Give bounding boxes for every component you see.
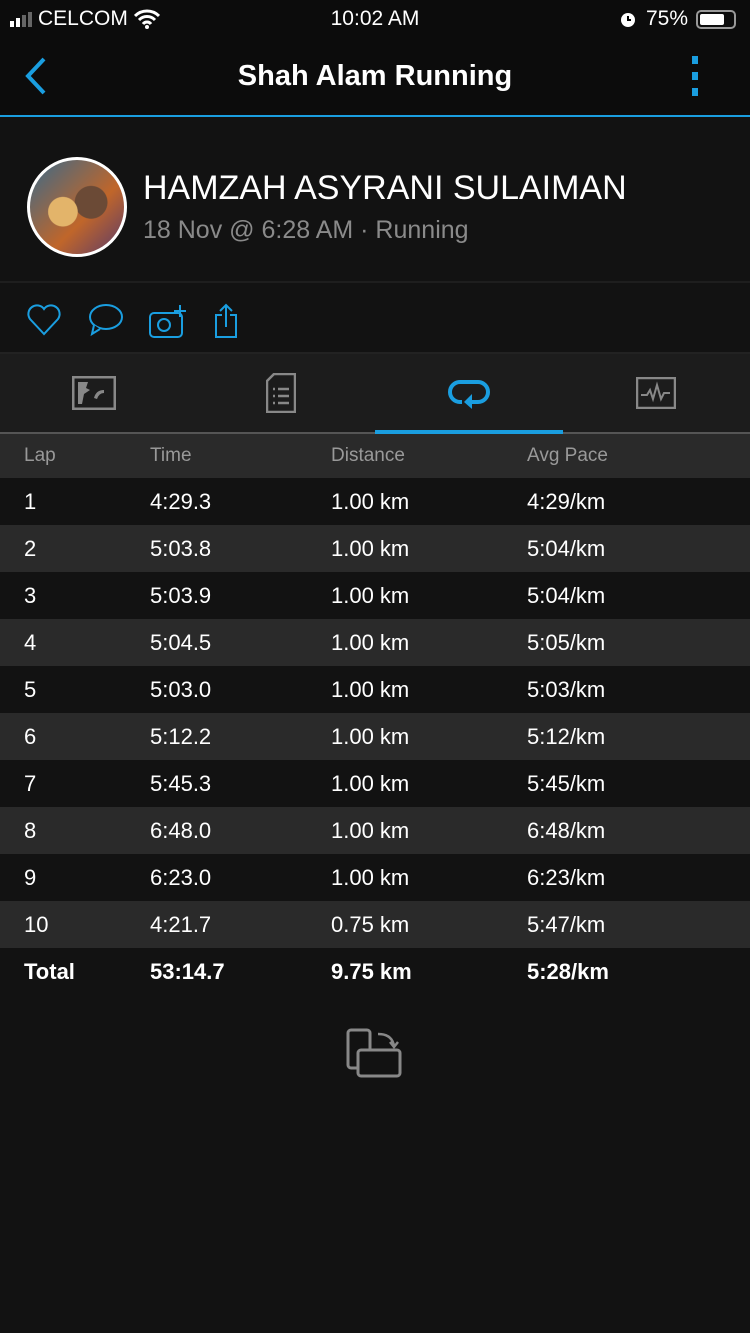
activity-header: HAMZAH ASYRANI SULAIMAN 18 Nov @ 6:28 AM… (0, 117, 750, 283)
wifi-icon (133, 9, 160, 29)
cell-avg-pace: 5:04/km (527, 525, 750, 572)
table-row[interactable]: 3 5:03.9 1.00 km 5:04/km (0, 572, 750, 619)
cell-distance: 1.00 km (331, 713, 527, 760)
cell-lap: 3 (24, 582, 37, 608)
nav-bar: Shah Alam Running (0, 38, 750, 117)
more-options-icon[interactable] (692, 56, 698, 96)
cell-time: 6:23.0 (150, 864, 212, 890)
tab-map[interactable] (0, 354, 188, 432)
status-bar: CELCOM 10:02 AM 75% (0, 0, 750, 38)
user-name[interactable]: HAMZAH ASYRANI SULAIMAN (143, 169, 627, 207)
details-icon (266, 373, 297, 413)
total-lap: Total (24, 958, 75, 984)
battery-percent: 75% (645, 7, 688, 30)
cell-distance: 0.75 km (331, 901, 527, 948)
cell-distance: 1.00 km (331, 619, 527, 666)
rotate-screen-icon[interactable] (346, 1028, 404, 1080)
cell-avg-pace: 6:23/km (527, 864, 606, 890)
map-icon (71, 376, 116, 410)
total-time: 53:14.7 (150, 958, 225, 984)
laps-table: Lap Time Distance Avg Pace 1 4:29.3 1.00 k… (0, 434, 750, 995)
comment-icon[interactable] (86, 303, 124, 337)
table-row[interactable]: 2 5:03.8 1.00 km 5:04/km (0, 525, 750, 572)
total-row: Total 53:14.7 9.75 km 5:28/km (0, 948, 750, 995)
cell-lap: 7 (24, 770, 37, 796)
avatar[interactable] (27, 157, 127, 257)
cell-time: 5:03.8 (150, 525, 331, 572)
cell-distance: 1.00 km (331, 864, 410, 890)
cell-distance: 1.00 km (331, 582, 410, 608)
battery-icon (696, 9, 736, 29)
add-photo-icon[interactable] (148, 303, 188, 339)
table-row[interactable]: 10 4:21.7 0.75 km 5:47/km (0, 901, 750, 948)
cell-time: 5:03.0 (150, 676, 212, 702)
cell-lap: 8 (0, 807, 150, 854)
cell-lap: 1 (24, 488, 37, 514)
table-row[interactable]: 8 6:48.0 1.00 km 6:48/km (0, 807, 750, 854)
col-avg-pace: Avg Pace (527, 434, 750, 478)
charts-icon (636, 377, 677, 409)
cell-distance: 1.00 km (331, 676, 410, 702)
cell-lap: 5 (24, 676, 37, 702)
cell-lap: 9 (24, 864, 37, 890)
cell-time: 5:03.9 (150, 582, 212, 608)
cell-avg-pace: 5:04/km (527, 582, 606, 608)
cell-lap: 10 (0, 901, 150, 948)
cell-distance: 1.00 km (331, 525, 527, 572)
tab-charts[interactable] (563, 354, 750, 432)
back-button[interactable] (20, 56, 50, 96)
page-title: Shah Alam Running (237, 60, 513, 92)
carrier: CELCOM (38, 7, 128, 30)
cell-avg-pace: 6:48/km (527, 807, 750, 854)
cell-avg-pace: 5:05/km (527, 619, 750, 666)
col-time: Time (150, 434, 331, 478)
alarm-icon (620, 13, 635, 27)
signal-icon (10, 11, 32, 27)
cell-avg-pace: 5:12/km (527, 713, 750, 760)
table-row[interactable]: 5 5:03.0 1.00 km 5:03/km (0, 666, 750, 713)
laps-icon (447, 380, 490, 409)
activity-subtitle: 18 Nov @ 6:28 AM · Running (143, 216, 469, 244)
total-distance: 9.75 km (331, 958, 412, 984)
cell-time: 5:04.5 (150, 619, 331, 666)
cell-distance: 1.00 km (331, 770, 410, 796)
cell-lap: 4 (0, 619, 150, 666)
cell-avg-pace: 5:47/km (527, 901, 750, 948)
cell-time: 4:21.7 (150, 901, 331, 948)
table-row[interactable]: 4 5:04.5 1.00 km 5:05/km (0, 619, 750, 666)
cell-avg-pace: 4:29/km (527, 488, 606, 514)
table-row[interactable]: 7 5:45.3 1.00 km 5:45/km (0, 760, 750, 807)
clock: 10:02 AM (330, 7, 420, 30)
total-avg-pace: 5:28/km (527, 958, 609, 984)
table-header: Lap Time Distance Avg Pace (0, 434, 750, 478)
cell-time: 4:29.3 (150, 488, 212, 514)
tab-bar (0, 354, 750, 434)
col-distance: Distance (331, 434, 527, 478)
cell-distance: 1.00 km (331, 488, 410, 514)
tab-details[interactable] (188, 354, 376, 432)
like-icon[interactable] (26, 303, 62, 337)
cell-time: 5:45.3 (150, 770, 212, 796)
table-row[interactable]: 9 6:23.0 1.00 km 6:23/km (0, 854, 750, 901)
col-lap: Lap (0, 434, 150, 478)
share-icon[interactable] (212, 303, 242, 339)
cell-time: 5:12.2 (150, 713, 331, 760)
tab-laps[interactable] (375, 354, 563, 434)
cell-distance: 1.00 km (331, 807, 527, 854)
cell-avg-pace: 5:03/km (527, 676, 606, 702)
table-row[interactable]: 6 5:12.2 1.00 km 5:12/km (0, 713, 750, 760)
cell-avg-pace: 5:45/km (527, 770, 606, 796)
action-bar (0, 283, 750, 354)
cell-time: 6:48.0 (150, 807, 331, 854)
cell-lap: 2 (0, 525, 150, 572)
table-row[interactable]: 1 4:29.3 1.00 km 4:29/km (0, 478, 750, 525)
cell-lap: 6 (0, 713, 150, 760)
